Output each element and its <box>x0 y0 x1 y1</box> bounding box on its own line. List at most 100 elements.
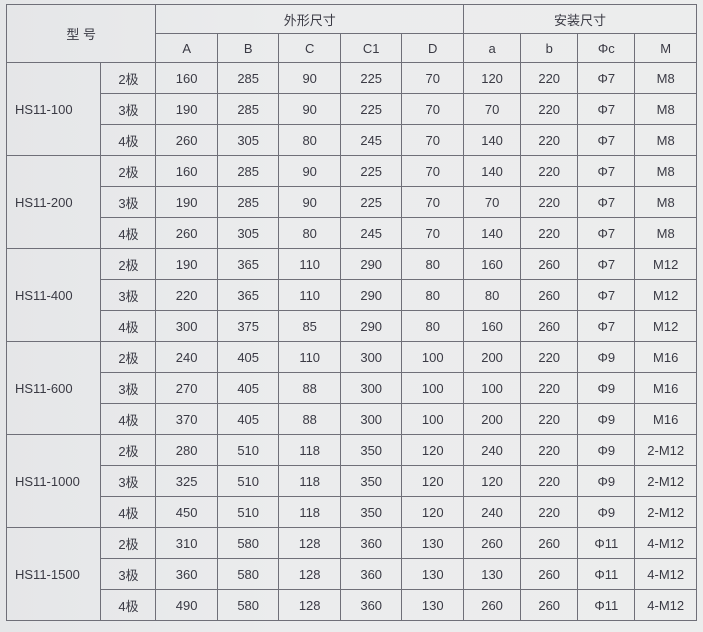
value-cell: 130 <box>402 559 464 590</box>
value-cell: Φ9 <box>578 435 635 466</box>
value-cell: Φ11 <box>578 559 635 590</box>
table-row: 3极325510118350120120220Φ92-M12 <box>7 466 697 497</box>
pole-cell: 3极 <box>101 559 156 590</box>
table-row: 4极2603058024570140220Φ7M8 <box>7 125 697 156</box>
value-cell: 290 <box>340 280 402 311</box>
pole-cell: 4极 <box>101 218 156 249</box>
value-cell: 130 <box>402 590 464 621</box>
value-cell: Φ7 <box>578 187 635 218</box>
value-cell: 160 <box>464 311 521 342</box>
value-cell: 240 <box>464 497 521 528</box>
value-cell: 140 <box>464 218 521 249</box>
value-cell: M8 <box>635 63 697 94</box>
value-cell: Φ7 <box>578 94 635 125</box>
value-cell: 4-M12 <box>635 528 697 559</box>
value-cell: 70 <box>464 94 521 125</box>
value-cell: 128 <box>279 590 341 621</box>
value-cell: 90 <box>279 187 341 218</box>
value-cell: 70 <box>402 218 464 249</box>
value-cell: Φ7 <box>578 249 635 280</box>
header-group-outer: 外形尺寸 <box>156 5 464 34</box>
value-cell: 405 <box>217 404 279 435</box>
value-cell: 240 <box>464 435 521 466</box>
value-cell: 220 <box>521 218 578 249</box>
value-cell: 405 <box>217 373 279 404</box>
value-cell: 128 <box>279 528 341 559</box>
value-cell: 200 <box>464 342 521 373</box>
value-cell: 285 <box>217 187 279 218</box>
value-cell: 70 <box>402 94 464 125</box>
value-cell: 130 <box>402 528 464 559</box>
value-cell: 510 <box>217 466 279 497</box>
value-cell: 260 <box>521 280 578 311</box>
pole-cell: 4极 <box>101 497 156 528</box>
value-cell: 220 <box>521 187 578 218</box>
value-cell: 510 <box>217 497 279 528</box>
value-cell: 118 <box>279 497 341 528</box>
table-row: 3极190285902257070220Φ7M8 <box>7 94 697 125</box>
value-cell: 220 <box>521 125 578 156</box>
table-row: HS11-10002极280510118350120240220Φ92-M12 <box>7 435 697 466</box>
pole-cell: 3极 <box>101 466 156 497</box>
pole-cell: 4极 <box>101 311 156 342</box>
value-cell: 370 <box>156 404 218 435</box>
table-row: HS11-2002极1602859022570140220Φ7M8 <box>7 156 697 187</box>
value-cell: 70 <box>402 156 464 187</box>
value-cell: 160 <box>156 156 218 187</box>
value-cell: M8 <box>635 218 697 249</box>
value-cell: 285 <box>217 63 279 94</box>
value-cell: 110 <box>279 342 341 373</box>
value-cell: 245 <box>340 125 402 156</box>
table-row: HS11-6002极240405110300100200220Φ9M16 <box>7 342 697 373</box>
value-cell: 300 <box>340 404 402 435</box>
value-cell: 285 <box>217 156 279 187</box>
value-cell: 120 <box>464 63 521 94</box>
value-cell: 70 <box>402 187 464 218</box>
col-A: A <box>156 34 218 63</box>
value-cell: M12 <box>635 280 697 311</box>
pole-cell: 3极 <box>101 373 156 404</box>
value-cell: 260 <box>521 528 578 559</box>
value-cell: 360 <box>156 559 218 590</box>
value-cell: 220 <box>521 435 578 466</box>
table-row: 3极2203651102908080260Φ7M12 <box>7 280 697 311</box>
value-cell: 160 <box>464 249 521 280</box>
value-cell: 290 <box>340 311 402 342</box>
value-cell: 225 <box>340 156 402 187</box>
value-cell: 360 <box>340 559 402 590</box>
value-cell: 220 <box>521 156 578 187</box>
pole-cell: 2极 <box>101 528 156 559</box>
col-a: a <box>464 34 521 63</box>
value-cell: 240 <box>156 342 218 373</box>
value-cell: M16 <box>635 404 697 435</box>
table-row: 3极27040588300100100220Φ9M16 <box>7 373 697 404</box>
table-row: 4极37040588300100200220Φ9M16 <box>7 404 697 435</box>
value-cell: Φ11 <box>578 528 635 559</box>
table-container: { "table": { "type": "table", "border_co… <box>0 0 703 632</box>
pole-cell: 2极 <box>101 156 156 187</box>
value-cell: 225 <box>340 94 402 125</box>
value-cell: 110 <box>279 280 341 311</box>
value-cell: 120 <box>402 435 464 466</box>
value-cell: 120 <box>464 466 521 497</box>
table-body: HS11-1002极1602859022570120220Φ7M83极19028… <box>7 63 697 621</box>
value-cell: 300 <box>340 373 402 404</box>
header-model: 型 号 <box>7 5 156 63</box>
pole-cell: 3极 <box>101 187 156 218</box>
value-cell: M8 <box>635 125 697 156</box>
value-cell: 90 <box>279 94 341 125</box>
value-cell: Φ9 <box>578 404 635 435</box>
value-cell: 310 <box>156 528 218 559</box>
value-cell: 580 <box>217 559 279 590</box>
value-cell: 220 <box>521 94 578 125</box>
col-B: B <box>217 34 279 63</box>
value-cell: 100 <box>402 373 464 404</box>
pole-cell: 3极 <box>101 94 156 125</box>
value-cell: 220 <box>156 280 218 311</box>
value-cell: Φ9 <box>578 373 635 404</box>
pole-cell: 2极 <box>101 342 156 373</box>
value-cell: 225 <box>340 63 402 94</box>
pole-cell: 2极 <box>101 435 156 466</box>
value-cell: 325 <box>156 466 218 497</box>
value-cell: M12 <box>635 311 697 342</box>
